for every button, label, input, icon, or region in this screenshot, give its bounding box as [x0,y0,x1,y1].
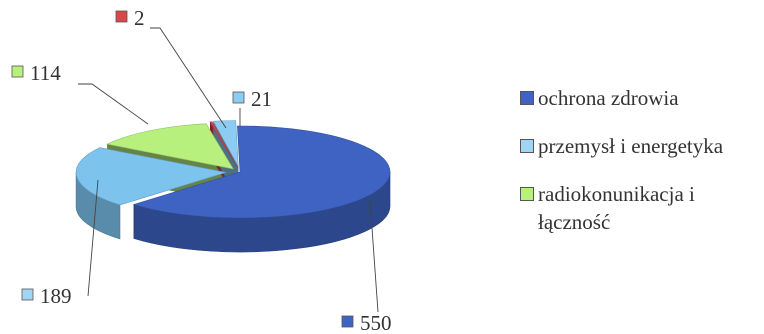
data-label: 21 [251,87,272,111]
data-label-marker [341,315,354,328]
legend-label: przemysł i energetyka [538,134,724,158]
pie-data-labels: 550 189 114 2 21 [11,6,392,334]
data-label: 189 [40,284,72,308]
data-label-marker [115,10,128,23]
legend-swatch [520,91,534,105]
legend-swatch [520,139,534,153]
data-label: 114 [30,61,61,85]
leader-line [150,27,227,129]
data-label: 550 [360,311,392,334]
data-label: 2 [134,6,145,30]
data-label-marker [21,288,34,301]
pie-slice [106,123,234,170]
leader-line [78,83,149,125]
leader-line [87,179,99,297]
pie-slice [132,125,391,219]
pie-tops [75,120,391,219]
legend-label: ochrona zdrowia [538,86,679,110]
pie-slice [209,121,238,168]
legend-item-radiokomunikacja: radiokonunikacja i łączność [520,180,760,236]
data-label-marker [11,65,24,78]
pie-slice [212,120,239,167]
pie-slice [75,147,227,206]
legend-item-ochrona-zdrowia: ochrona zdrowia [520,84,760,112]
chart-legend: ochrona zdrowia przemysł i energetyka ra… [520,84,760,256]
leader-line [369,199,379,313]
data-label-marker [232,91,245,104]
legend-label: radiokonunikacja i łączność [538,182,695,234]
legend-item-przemysl: przemysł i energetyka [520,132,760,160]
legend-swatch [520,187,534,201]
